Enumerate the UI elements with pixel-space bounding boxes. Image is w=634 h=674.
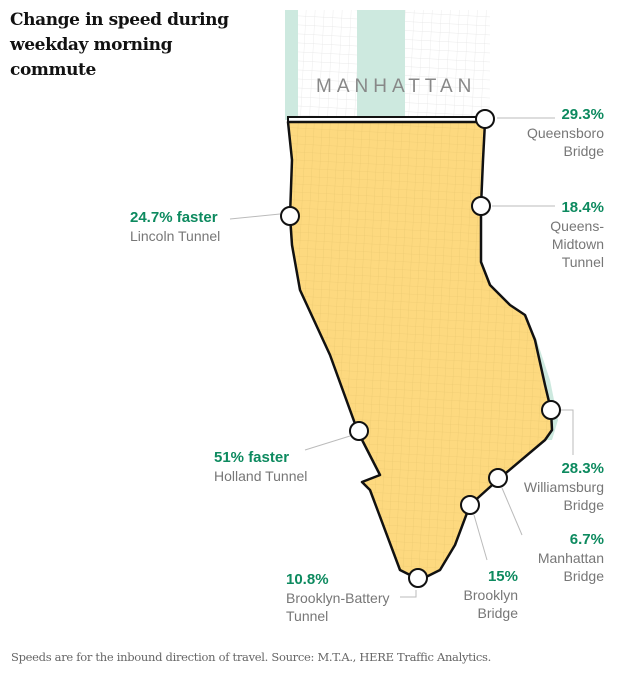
- name: Tunnel: [561, 254, 604, 270]
- pct: 24.7% faster: [130, 209, 218, 226]
- name: Holland Tunnel: [214, 468, 308, 484]
- label-brooklyn-battery: 10.8% Brooklyn-Battery Tunnel: [286, 571, 389, 625]
- name: Lincoln Tunnel: [130, 228, 221, 244]
- name: Queens-: [550, 218, 604, 234]
- marker-queens-midtown[interactable]: [471, 196, 491, 216]
- name: Williamsburg: [523, 479, 604, 495]
- manhattan-label: MANHATTAN: [316, 76, 477, 97]
- label-queensboro: 29.3% Queensboro Bridge: [527, 106, 604, 160]
- marker-queensboro[interactable]: [475, 109, 495, 129]
- name: Manhattan: [537, 550, 604, 566]
- name: Bridge: [477, 605, 518, 621]
- marker-brooklyn-battery[interactable]: [408, 568, 428, 588]
- source-note: Speeds are for the inbound direction of …: [11, 650, 491, 664]
- pct: 6.7%: [569, 531, 604, 548]
- name: Queensboro: [526, 125, 604, 141]
- pct: 51% faster: [214, 449, 290, 466]
- name: Bridge: [563, 497, 604, 513]
- name: Bridge: [563, 568, 604, 584]
- central-park: [357, 10, 405, 120]
- pct: 28.3%: [561, 460, 604, 477]
- pct: 15%: [487, 568, 518, 585]
- leader-lines: [229, 117, 574, 598]
- name: Midtown: [551, 236, 604, 252]
- label-queens-midtown: 18.4% Queens- Midtown Tunnel: [550, 199, 604, 271]
- marker-brooklyn[interactable]: [460, 495, 480, 515]
- name: Bridge: [563, 143, 604, 159]
- marker-lincoln[interactable]: [280, 206, 300, 226]
- name: Brooklyn: [463, 587, 518, 603]
- crossing-markers: [280, 109, 561, 588]
- label-manhattan: 6.7% Manhattan Bridge: [538, 531, 604, 585]
- label-holland: 51% faster Holland Tunnel: [214, 449, 307, 485]
- name: Tunnel: [286, 608, 329, 624]
- riverside-park: [285, 10, 298, 120]
- marker-williamsburg[interactable]: [541, 400, 561, 420]
- label-lincoln: 24.7% faster Lincoln Tunnel: [130, 209, 220, 245]
- chart-title: Change in speed during weekday morning c…: [10, 10, 229, 80]
- label-williamsburg: 28.3% Williamsburg Bridge: [524, 460, 604, 514]
- pct: 10.8%: [286, 571, 329, 588]
- name: Brooklyn-Battery: [286, 590, 390, 606]
- pct: 29.3%: [561, 106, 604, 123]
- label-brooklyn: 15% Brooklyn Bridge: [464, 568, 518, 622]
- marker-manhattan[interactable]: [488, 468, 508, 488]
- marker-holland[interactable]: [349, 421, 369, 441]
- pct: 18.4%: [561, 199, 604, 216]
